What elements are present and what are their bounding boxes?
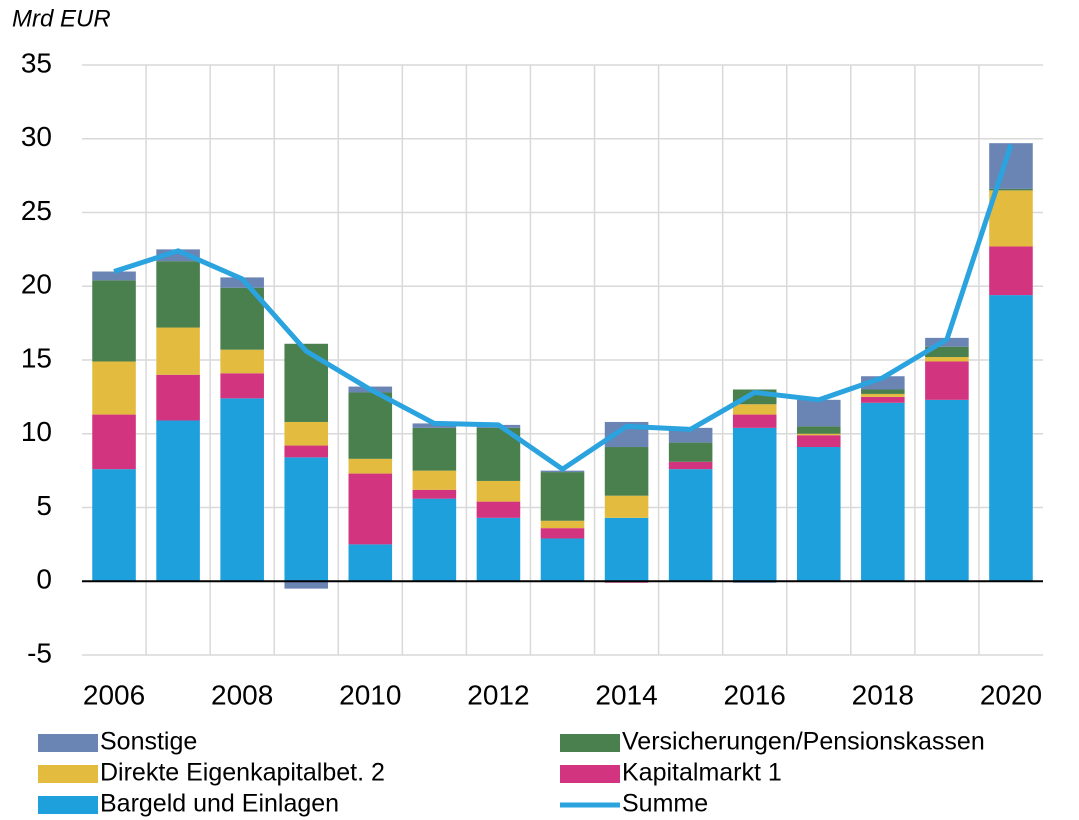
legend-label: Versicherungen/Pensionskassen	[622, 728, 985, 756]
bar-segment	[348, 544, 393, 582]
x-tick-label: 2016	[724, 679, 786, 710]
legend-label: Bargeld und Einlagen	[100, 790, 339, 818]
bar-segment	[796, 426, 841, 434]
legend-swatch	[560, 765, 620, 783]
bar-segment	[476, 480, 521, 502]
bar-segment	[284, 343, 329, 422]
x-tick-label: 2008	[211, 679, 273, 710]
bar-segment	[925, 399, 969, 582]
bar-segment	[92, 271, 136, 281]
bar-segment	[540, 538, 585, 582]
legend-swatch	[38, 765, 98, 783]
legend-label: Direkte Eigenkapitalbet. 2	[100, 759, 385, 787]
bar-segment	[796, 447, 841, 582]
bar-segment	[925, 361, 969, 400]
y-tick-label: -5	[27, 637, 52, 668]
x-tick-label: 2006	[83, 679, 145, 710]
legend-swatch	[38, 796, 98, 814]
bar-segment	[668, 469, 713, 582]
bar-segment	[540, 520, 585, 529]
bar-segment	[989, 188, 1033, 191]
bar-segment	[220, 398, 264, 582]
bar-segment	[989, 246, 1033, 296]
bar-segment	[925, 337, 969, 347]
bar-segment	[668, 442, 713, 462]
bar-segment	[476, 517, 521, 582]
x-tick-label: 2010	[339, 679, 401, 710]
y-tick-label: 20	[21, 269, 52, 300]
bar-segment	[861, 396, 905, 403]
bar-segment	[668, 427, 713, 443]
legend-swatch	[38, 734, 98, 752]
x-tick-label: 2014	[595, 679, 657, 710]
bar-segment	[156, 374, 200, 421]
bar-segment	[925, 346, 969, 358]
bar-segment	[604, 517, 649, 582]
bar-segment	[412, 470, 457, 490]
bar-segment	[284, 445, 329, 458]
legend-label: Summe	[622, 790, 708, 818]
bar-segment	[92, 361, 136, 415]
y-tick-label: 35	[21, 47, 52, 78]
bar-segment	[220, 349, 264, 374]
bar-segment	[284, 421, 329, 446]
bar-segment	[796, 433, 841, 436]
x-tick-label: 2018	[852, 679, 914, 710]
bar-segment	[412, 489, 457, 499]
y-tick-label: 15	[21, 342, 52, 373]
y-tick-label: 0	[36, 564, 52, 595]
bar-segment	[348, 473, 393, 545]
bar-segment	[668, 461, 713, 470]
bar-segment	[476, 501, 521, 518]
y-tick-label: 25	[21, 195, 52, 226]
bar-segment	[412, 427, 457, 471]
bar-segment	[861, 402, 905, 582]
bar-segment	[348, 458, 393, 474]
bar-segment	[156, 249, 200, 262]
bar-segment	[540, 472, 585, 521]
bar-segment	[92, 414, 136, 470]
x-tick-label: 2012	[467, 679, 529, 710]
x-tick-label: 2020	[980, 679, 1042, 710]
bar-segment	[220, 373, 264, 399]
legend-swatch	[560, 734, 620, 752]
y-tick-label: 30	[21, 121, 52, 152]
bar-segment	[412, 498, 457, 582]
bar-segment	[989, 190, 1033, 247]
bar-segment	[925, 357, 969, 362]
legend-label: Sonstige	[100, 728, 197, 756]
bar-segment	[732, 414, 777, 428]
bar-segment	[540, 528, 585, 539]
bar-segment	[796, 435, 841, 448]
bar-segment	[348, 392, 393, 459]
bar-segment	[156, 420, 200, 582]
line-series	[113, 143, 1014, 472]
bar-segment	[156, 261, 200, 328]
bar-segment	[156, 327, 200, 375]
bar-segment	[796, 399, 841, 427]
bar-segment	[732, 427, 777, 582]
y-tick-label: 5	[36, 490, 52, 521]
bar-segment	[284, 457, 329, 582]
bar-segment	[989, 295, 1033, 582]
bar-segment	[92, 469, 136, 582]
bar-segment	[732, 404, 777, 415]
y-axis-label: Mrd EUR	[12, 5, 111, 32]
bar-segment	[861, 389, 905, 394]
bar-segment	[604, 495, 649, 518]
bar-segment	[92, 280, 136, 362]
y-tick-label: 10	[21, 416, 52, 447]
bar-segment	[861, 393, 905, 397]
bar-segment	[604, 447, 649, 496]
legend-label: Kapitalmarkt 1	[622, 759, 782, 787]
bar-segment	[284, 581, 329, 589]
